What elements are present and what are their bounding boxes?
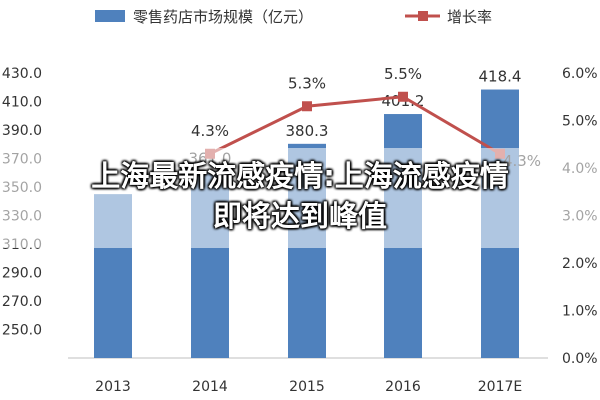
right-tick-label: 5.0%	[562, 114, 598, 130]
legend-swatch-bar	[95, 10, 125, 22]
left-tick-label: 270.0	[2, 294, 42, 310]
category-label: 2017E	[478, 379, 522, 395]
right-tick-label: 1.0%	[562, 304, 598, 320]
headline-banner	[0, 148, 600, 248]
left-tick-label: 290.0	[2, 266, 42, 282]
legend: 零售药店市场规模（亿元） 增长率	[95, 8, 492, 26]
category-label: 2014	[192, 379, 228, 395]
left-tick-label: 430.0	[2, 66, 42, 82]
line-data-label: 5.5%	[384, 65, 422, 83]
growth-line	[209, 95, 501, 156]
line-point	[398, 91, 408, 102]
category-axis-labels: 2013 2014 2015 2016 2017E	[95, 379, 522, 395]
category-label: 2013	[95, 379, 131, 395]
legend-label-line: 增长率	[447, 8, 492, 26]
category-label: 2015	[289, 379, 325, 395]
line-data-label: 4.3%	[191, 122, 229, 140]
left-tick-label: 390.0	[2, 123, 42, 139]
left-tick-label: 410.0	[2, 95, 42, 111]
left-tick-label: 250.0	[2, 323, 42, 339]
headline-line-1: 上海最新流感疫情:上海流感疫情	[91, 159, 509, 193]
line-point	[302, 101, 312, 112]
legend-swatch-marker	[418, 11, 428, 21]
headline: 上海最新流感疫情:上海流感疫情 即将达到峰值	[0, 156, 600, 236]
bar-data-label: 380.3	[286, 122, 329, 140]
right-tick-label: 2.0%	[562, 256, 598, 272]
headline-line-2: 即将达到峰值	[212, 199, 387, 233]
right-tick-label: 6.0%	[562, 66, 598, 82]
legend-label-bar: 零售药店市场规模（亿元）	[133, 8, 313, 26]
bar-data-label: 418.4	[479, 68, 522, 86]
right-tick-label: 0.0%	[562, 351, 598, 367]
category-label: 2016	[385, 379, 421, 395]
line-data-label: 5.3%	[288, 74, 326, 92]
